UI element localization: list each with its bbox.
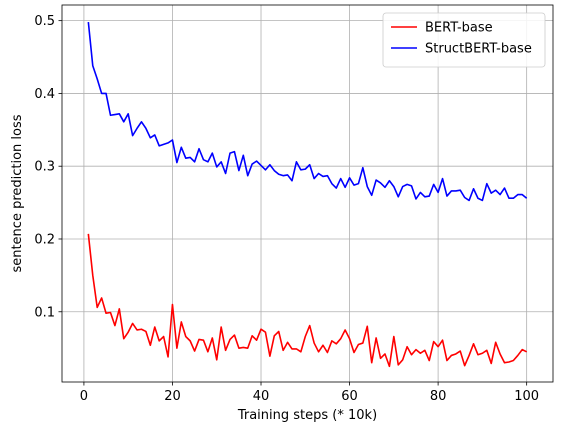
plot-frame: [61, 4, 554, 383]
y-tick-label: 0.5: [34, 14, 55, 29]
series-line-structbert-base: [87, 22, 528, 202]
x-tick-label: 40: [253, 389, 270, 404]
legend-box: [382, 12, 546, 68]
x-tick-label: 20: [164, 389, 181, 404]
y-tick-label: 0.4: [34, 87, 55, 102]
series-layer: [87, 22, 528, 368]
y-tick-label: 0.2: [34, 232, 55, 247]
x-axis-label: Training steps (* 10k): [237, 408, 377, 423]
y-axis-label: sentence prediction loss: [10, 114, 25, 272]
legend-label-structbert-base: StructBERT-base: [425, 42, 532, 57]
series-line-bert-base: [87, 233, 528, 368]
legend: BERT-base StructBERT-base: [382, 12, 546, 68]
tick-layer: 0 20 40 60 80 100 0.1 0.2 0.3 0.4 0.5: [34, 14, 539, 404]
x-tick-label: 60: [341, 389, 358, 404]
legend-label-bert-base: BERT-base: [425, 21, 493, 36]
y-tick-label: 0.1: [34, 305, 55, 320]
x-tick-label: 100: [514, 389, 539, 404]
y-tick-label: 0.3: [34, 160, 55, 175]
x-tick-label: 80: [430, 389, 447, 404]
x-tick-label: 0: [80, 389, 88, 404]
